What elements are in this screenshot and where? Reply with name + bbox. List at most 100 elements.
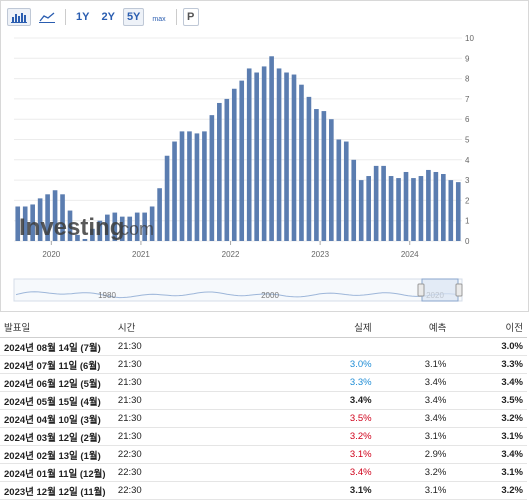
date-cell: 2024년 04월 10일 (3월) (0, 409, 114, 428)
chart-bar[interactable] (329, 119, 334, 241)
chart-bar[interactable] (105, 214, 110, 241)
range-2y-button[interactable]: 2Y (101, 11, 115, 23)
column-header-previous[interactable]: 이전 (450, 317, 527, 338)
time-cell: 21:30 (113, 373, 311, 392)
chart-bar[interactable] (381, 165, 386, 241)
table-row: 2024년 01월 11일 (12월) 22:30 3.4% 3.2% 3.1% (0, 463, 527, 482)
actual-cell (310, 337, 376, 356)
table-body: 2024년 08월 14일 (7월) 21:30 3.0% 2024년 07월 11일… (0, 337, 527, 500)
chart-bar[interactable] (127, 216, 133, 241)
chart-bar[interactable] (321, 111, 327, 241)
range-max-button[interactable]: max (152, 15, 166, 23)
chart-bar[interactable] (366, 176, 371, 241)
chart-bar[interactable] (426, 169, 431, 241)
actual-cell: 3.0% (310, 355, 376, 374)
chart-bar[interactable] (157, 188, 162, 241)
column-header-forecast[interactable]: 예측 (375, 317, 451, 338)
chart-bar[interactable] (30, 204, 35, 241)
chart-bar[interactable] (306, 96, 312, 242)
column-header-actual[interactable]: 실제 (310, 317, 376, 338)
chart-bar[interactable] (336, 139, 342, 242)
chart-bar[interactable] (284, 72, 289, 241)
chart-bar[interactable] (373, 165, 379, 241)
previous-cell: 3.2% (450, 481, 527, 500)
chart-bar[interactable] (97, 220, 103, 241)
y-tick-label: 7 (465, 95, 470, 104)
navigator-handle-right[interactable] (455, 283, 463, 297)
chart-bar[interactable] (314, 109, 319, 241)
chart-bar[interactable] (60, 194, 65, 241)
chart-bar[interactable] (433, 171, 439, 241)
chart-bar[interactable] (441, 174, 446, 241)
chart-bar[interactable] (411, 178, 416, 241)
table-row: 2024년 03월 12일 (2월) 21:30 3.2% 3.1% 3.1% (0, 427, 527, 446)
chart-bar[interactable] (194, 133, 200, 241)
chart-bar[interactable] (202, 131, 207, 241)
navigator-window[interactable] (421, 278, 459, 302)
chart-bar[interactable] (209, 115, 215, 241)
date-cell: 2024년 01월 11일 (12월) (0, 463, 114, 482)
chart-bar[interactable] (246, 68, 252, 241)
chart-bar[interactable] (82, 238, 88, 241)
date-cell: 2024년 03월 12일 (2월) (0, 427, 114, 446)
chart-bar[interactable] (52, 190, 58, 241)
chart-bar[interactable] (149, 206, 155, 241)
chart-bar[interactable] (351, 159, 357, 241)
column-header-time[interactable]: 시간 (113, 317, 311, 338)
chart-bar[interactable] (164, 155, 170, 241)
forecast-cell: 3.1% (375, 355, 451, 374)
chart-bar[interactable] (224, 98, 230, 242)
navigator-handle-left[interactable] (417, 283, 425, 297)
previous-cell: 3.1% (450, 463, 527, 482)
chart-bar[interactable] (90, 228, 95, 241)
date-cell: 2024년 05월 15일 (4월) (0, 391, 114, 410)
chart-bar[interactable] (276, 68, 282, 241)
chart-bar[interactable] (261, 66, 267, 241)
chart-bar[interactable] (75, 234, 80, 241)
chart-bar[interactable] (231, 88, 237, 241)
line-chart-icon[interactable] (35, 8, 59, 26)
chart-bar[interactable] (142, 212, 147, 241)
range-5y-button[interactable]: 5Y (122, 8, 145, 26)
chart-bar[interactable] (45, 194, 50, 241)
x-tick-label: 2024 (401, 250, 419, 259)
chart-bar[interactable] (172, 141, 177, 241)
chart-bar[interactable] (217, 102, 222, 242)
range-1y-button[interactable]: 1Y (76, 11, 90, 23)
chart-bar[interactable] (418, 176, 424, 241)
chart-bar[interactable] (254, 72, 259, 241)
chart-bar[interactable] (119, 216, 125, 241)
actual-cell: 3.3% (310, 373, 376, 392)
y-tick-label: 0 (465, 237, 470, 246)
chart-bar[interactable] (67, 210, 73, 241)
y-tick-label: 3 (465, 176, 470, 185)
chart-bar[interactable] (112, 212, 118, 241)
previous-cell: 3.0% (450, 337, 527, 356)
chart-bar[interactable] (37, 198, 43, 241)
column-header-date[interactable]: 발표일 (0, 317, 114, 338)
date-cell: 2024년 08월 14일 (7월) (0, 337, 114, 356)
forecast-cell: 3.1% (375, 427, 451, 446)
chart-bar[interactable] (239, 80, 245, 241)
chart-bar[interactable] (134, 212, 140, 241)
x-tick-label: 2022 (222, 250, 240, 259)
chart-bar[interactable] (179, 131, 185, 241)
chart-bar[interactable] (343, 141, 349, 241)
chart-bar[interactable] (388, 176, 394, 241)
chart-bar[interactable] (358, 180, 364, 241)
chart-bar[interactable] (187, 131, 192, 241)
chart-bar[interactable] (396, 178, 401, 241)
chart-bar[interactable] (403, 171, 409, 241)
chart-bar[interactable] (22, 206, 28, 241)
forecast-cell: 3.4% (375, 391, 451, 410)
percent-toggle-button[interactable]: P (182, 8, 199, 26)
bar-chart-icon[interactable] (7, 8, 31, 26)
chart-bar[interactable] (455, 182, 461, 241)
chart-bar[interactable] (299, 84, 304, 241)
chart-bar[interactable] (291, 74, 297, 241)
previous-cell: 3.4% (450, 445, 527, 464)
chart-bar[interactable] (448, 180, 454, 241)
chart-bar[interactable] (15, 206, 21, 241)
chart-bar[interactable] (269, 56, 274, 241)
navigator[interactable]: 1980 2000 2020 (13, 278, 463, 302)
